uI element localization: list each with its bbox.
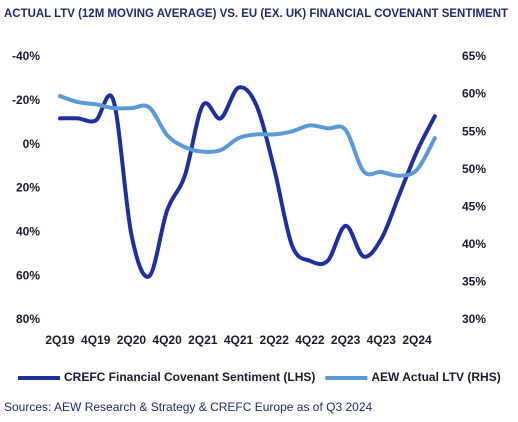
- x-tick-label: 2Q22: [260, 333, 290, 347]
- y2-tick-label: 30%: [462, 312, 486, 326]
- x-tick-label: 2Q23: [331, 333, 361, 347]
- x-tick-label: 2Q19: [45, 333, 75, 347]
- y-tick-label: 40%: [16, 225, 40, 239]
- x-tick-label: 4Q19: [81, 333, 111, 347]
- y2-tick-label: 65%: [462, 49, 486, 63]
- y-tick-label: -20%: [12, 93, 40, 107]
- y2-tick-label: 45%: [462, 199, 486, 213]
- x-tick-label: 4Q23: [367, 333, 397, 347]
- series-line: [58, 85, 437, 279]
- y2-tick-label: 60%: [462, 87, 486, 101]
- x-tick-label: 2Q24: [402, 333, 432, 347]
- x-tick-label: 2Q20: [117, 333, 147, 347]
- y-tick-label: -40%: [12, 49, 40, 63]
- y2-tick-label: 35%: [462, 275, 486, 289]
- x-tick-label: 2Q21: [188, 333, 218, 347]
- y-tick-label: 0%: [23, 137, 41, 151]
- source-note: Sources: AEW Research & Strategy & CREFC…: [4, 400, 372, 414]
- chart-title: ACTUAL LTV (12M MOVING AVERAGE) VS. EU (…: [4, 6, 509, 20]
- series-line: [58, 94, 437, 178]
- y2-tick-label: 50%: [462, 162, 486, 176]
- y2-tick-label: 40%: [462, 237, 486, 251]
- y-tick-label: 20%: [16, 181, 40, 195]
- legend-label: CREFC Financial Covenant Sentiment (LHS): [64, 370, 315, 384]
- y-tick-label: 80%: [16, 312, 40, 326]
- x-tick-label: 4Q20: [152, 333, 182, 347]
- x-tick-label: 4Q21: [224, 333, 254, 347]
- x-tick-label: 4Q22: [295, 333, 325, 347]
- y2-tick-label: 55%: [462, 124, 486, 138]
- y-tick-label: 60%: [16, 268, 40, 282]
- legend-label: AEW Actual LTV (RHS): [371, 370, 500, 384]
